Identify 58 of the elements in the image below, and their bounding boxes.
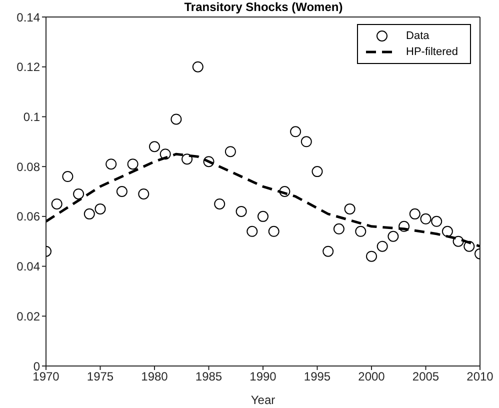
point <box>73 188 84 200</box>
point <box>62 171 74 182</box>
point <box>138 188 150 200</box>
point <box>300 136 312 148</box>
point <box>182 154 193 165</box>
y-tick-label: 0.14 <box>16 10 40 24</box>
point <box>258 210 268 222</box>
point <box>106 158 117 170</box>
point <box>398 220 410 232</box>
point <box>224 146 236 158</box>
point <box>116 186 128 197</box>
point <box>409 208 420 220</box>
point <box>442 226 453 237</box>
point <box>160 148 171 160</box>
point <box>431 216 442 227</box>
point <box>51 198 62 210</box>
x-tick-label: 1995 <box>304 370 331 384</box>
y-tick-label: 0.06 <box>16 210 40 224</box>
y-tick-label: 0.04 <box>16 260 40 274</box>
legend-label: HP-filtered <box>406 46 458 58</box>
legend-label: Data <box>406 30 430 42</box>
point <box>420 213 432 224</box>
y-tick-label: 0.02 <box>16 309 40 324</box>
point <box>464 240 475 252</box>
x-tick-label: 2010 <box>466 370 494 384</box>
point <box>246 226 258 237</box>
chart-title: Transitory Shocks (Women) <box>183 0 344 14</box>
x-tick-label: 1990 <box>250 370 277 384</box>
point <box>203 156 214 168</box>
point <box>452 236 464 247</box>
point <box>192 61 204 72</box>
point <box>344 203 356 214</box>
point <box>366 250 377 262</box>
point <box>214 198 226 210</box>
x-axis-title: Year <box>250 393 276 407</box>
x-tick-label: 1975 <box>86 370 114 384</box>
point <box>149 141 160 152</box>
point <box>94 203 106 214</box>
point <box>388 230 399 242</box>
point <box>355 226 366 237</box>
y-tick-label: 0.12 <box>16 60 40 74</box>
point <box>268 226 280 237</box>
y-tick-label: 0.08 <box>16 160 40 174</box>
point <box>322 246 334 257</box>
x-tick-label: 1985 <box>195 370 222 384</box>
point <box>170 114 182 125</box>
point <box>290 126 302 138</box>
point <box>376 240 388 252</box>
x-tick-label: 2005 <box>412 370 440 384</box>
y-tick-label: 0.1 <box>23 110 40 124</box>
point <box>333 223 344 234</box>
point <box>279 186 290 197</box>
point <box>236 206 247 217</box>
x-tick-label: 2000 <box>358 370 386 384</box>
point <box>127 158 138 170</box>
x-tick-label: 1980 <box>141 370 168 384</box>
point <box>312 166 323 178</box>
point <box>84 208 95 220</box>
